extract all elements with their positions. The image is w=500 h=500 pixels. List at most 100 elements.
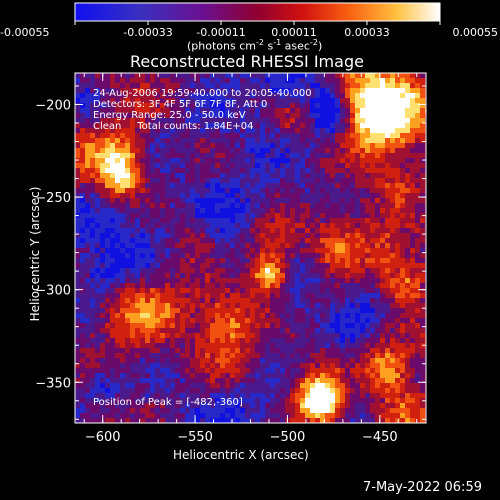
heatmap-cell xyxy=(75,328,80,333)
heatmap-cell xyxy=(150,183,155,188)
heatmap-cell xyxy=(250,343,255,348)
heatmap-cell xyxy=(140,308,145,313)
heatmap-cell xyxy=(140,108,145,113)
heatmap-cell xyxy=(240,383,245,388)
heatmap-cell xyxy=(340,303,345,308)
heatmap-cell xyxy=(320,178,325,183)
heatmap-cell xyxy=(95,93,100,98)
heatmap-cell xyxy=(380,283,385,288)
heatmap-cell xyxy=(85,378,90,383)
heatmap-cell xyxy=(405,193,410,198)
heatmap-cell xyxy=(135,388,140,393)
heatmap-cell xyxy=(355,263,360,268)
heatmap-cell xyxy=(390,158,395,163)
heatmap-cell xyxy=(270,318,275,323)
heatmap-cell xyxy=(180,383,185,388)
heatmap-cell xyxy=(365,403,370,408)
heatmap-cell xyxy=(205,103,210,108)
heatmap-cell xyxy=(115,178,120,183)
heatmap-cell xyxy=(345,128,350,133)
heatmap-cell xyxy=(285,213,290,218)
heatmap-cell xyxy=(330,398,335,403)
heatmap-cell xyxy=(215,93,220,98)
heatmap-cell xyxy=(325,308,330,313)
heatmap-cell xyxy=(135,383,140,388)
heatmap-cell xyxy=(115,228,120,233)
heatmap-cell xyxy=(115,73,120,78)
heatmap-cell xyxy=(115,238,120,243)
heatmap-cell xyxy=(150,378,155,383)
heatmap-cell xyxy=(140,383,145,388)
heatmap-cell xyxy=(115,313,120,318)
heatmap-cell xyxy=(255,143,260,148)
heatmap-cell xyxy=(130,353,135,358)
heatmap-cell xyxy=(110,248,115,253)
heatmap-cell xyxy=(395,223,400,228)
heatmap-cell xyxy=(155,248,160,253)
heatmap-cell xyxy=(230,333,235,338)
heatmap-cell xyxy=(125,383,130,388)
heatmap-cell xyxy=(140,238,145,243)
heatmap-cell xyxy=(195,263,200,268)
heatmap-cell xyxy=(355,408,360,413)
heatmap-cell xyxy=(400,298,405,303)
heatmap-cell xyxy=(215,383,220,388)
heatmap-cell xyxy=(175,368,180,373)
heatmap-cell xyxy=(360,178,365,183)
heatmap-cell xyxy=(320,418,325,423)
heatmap-cell xyxy=(295,228,300,233)
heatmap-cell xyxy=(245,158,250,163)
heatmap-cell xyxy=(140,138,145,143)
heatmap-cell xyxy=(365,243,370,248)
heatmap-cell xyxy=(150,318,155,323)
heatmap-cell xyxy=(215,218,220,223)
heatmap-cell xyxy=(355,373,360,378)
heatmap-cell xyxy=(295,258,300,263)
heatmap-cell xyxy=(405,208,410,213)
heatmap-cell xyxy=(410,318,415,323)
heatmap-cell xyxy=(220,393,225,398)
heatmap-cell xyxy=(365,223,370,228)
heatmap-cell xyxy=(150,268,155,273)
heatmap-cell xyxy=(340,363,345,368)
heatmap-cell xyxy=(75,288,80,293)
heatmap-cell xyxy=(165,358,170,363)
heatmap-cell xyxy=(95,368,100,373)
heatmap-cell xyxy=(355,353,360,358)
heatmap-cell xyxy=(150,113,155,118)
heatmap-cell xyxy=(415,363,420,368)
heatmap-cell xyxy=(110,148,115,153)
heatmap-cell xyxy=(150,313,155,318)
heatmap-cell xyxy=(175,263,180,268)
heatmap-cell xyxy=(140,253,145,258)
heatmap-cell xyxy=(315,353,320,358)
heatmap-cell xyxy=(330,328,335,333)
heatmap-cell xyxy=(285,83,290,88)
x-tick-label: −500 xyxy=(270,430,306,445)
heatmap-cell xyxy=(410,383,415,388)
heatmap-cell xyxy=(365,248,370,253)
heatmap-cell xyxy=(310,298,315,303)
heatmap-cell xyxy=(360,348,365,353)
heatmap-cell xyxy=(370,273,375,278)
heatmap-cell xyxy=(215,223,220,228)
heatmap-cell xyxy=(155,373,160,378)
heatmap-cell xyxy=(195,88,200,93)
heatmap-cell xyxy=(335,78,340,83)
heatmap-cell xyxy=(220,308,225,313)
heatmap-cell xyxy=(335,133,340,138)
heatmap-cell xyxy=(270,128,275,133)
heatmap-cell xyxy=(335,213,340,218)
heatmap-cell xyxy=(165,203,170,208)
heatmap-cell xyxy=(400,118,405,123)
heatmap-cell xyxy=(420,148,425,153)
heatmap-cell xyxy=(415,368,420,373)
heatmap-cell xyxy=(120,138,125,143)
heatmap-cell xyxy=(145,303,150,308)
heatmap-cell xyxy=(320,288,325,293)
heatmap-cell xyxy=(130,313,135,318)
heatmap-cell xyxy=(370,183,375,188)
heatmap-cell xyxy=(285,318,290,323)
heatmap-cell xyxy=(180,73,185,78)
heatmap-cell xyxy=(190,88,195,93)
